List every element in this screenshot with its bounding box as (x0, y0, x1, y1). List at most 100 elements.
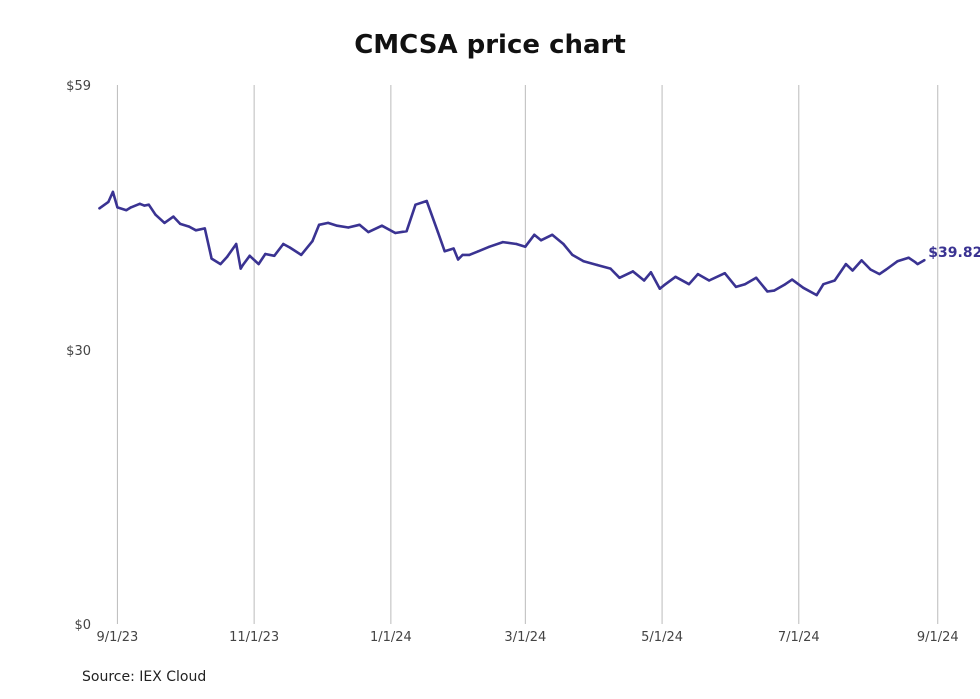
price-point (658, 287, 662, 290)
price-point (642, 279, 646, 282)
price-point (154, 213, 157, 216)
price-point (551, 233, 554, 237)
price-point (203, 227, 207, 230)
chart-title: CMCSA price chart (354, 30, 626, 60)
price-point (907, 256, 910, 259)
y-tick-label: $30 (66, 344, 91, 359)
price-point (178, 222, 182, 226)
y-tick-label: $0 (74, 618, 91, 633)
price-point (187, 225, 191, 228)
price-point (878, 272, 881, 276)
price-point (515, 242, 518, 246)
price-point (414, 203, 417, 206)
price-point (618, 276, 621, 279)
price-point (143, 204, 146, 207)
last-value-label: $39.82 (928, 245, 980, 261)
series-layer: $39.82 (98, 190, 980, 297)
price-point (282, 242, 285, 246)
price-point (755, 276, 758, 279)
price-point (833, 279, 836, 282)
price-point (194, 229, 198, 232)
x-tick-label: 9/1/24 (917, 630, 959, 645)
price-point (916, 262, 919, 266)
x-tick-label: 7/1/24 (778, 630, 820, 645)
x-tick-label: 11/1/23 (229, 630, 279, 645)
price-point (461, 253, 464, 257)
price-point (163, 221, 166, 225)
price-point (631, 270, 635, 273)
y-tick-label: $59 (66, 79, 91, 94)
price-point (914, 261, 917, 264)
price-point (743, 282, 747, 286)
price-point (257, 262, 260, 266)
price-point (707, 279, 711, 282)
price-point (456, 258, 460, 261)
price-point (300, 253, 303, 257)
price-point (311, 240, 314, 243)
price-point (571, 253, 574, 257)
price-point (802, 286, 805, 290)
price-point (326, 221, 330, 225)
price-point (687, 282, 691, 286)
price-point (923, 259, 926, 262)
price-point (734, 285, 738, 289)
price-point (533, 233, 536, 237)
price-point (562, 242, 565, 246)
price-point (501, 240, 505, 244)
price-point (772, 289, 776, 292)
price-point (822, 282, 825, 286)
price-point (239, 267, 242, 270)
price-point (405, 229, 408, 233)
price-point (436, 230, 440, 234)
price-point (210, 257, 213, 260)
price-point (582, 260, 585, 263)
y-axis: $0 $30 $59 (66, 79, 91, 633)
price-point (273, 254, 276, 258)
price-point (335, 224, 339, 227)
price-point (138, 202, 142, 205)
price-point (288, 246, 292, 249)
price-point (347, 226, 350, 229)
price-point (394, 231, 397, 235)
price-line (98, 190, 926, 297)
price-point (539, 239, 543, 242)
price-point (766, 290, 769, 293)
price-point (147, 203, 150, 206)
x-tick-label: 9/1/23 (96, 630, 138, 645)
price-point (235, 242, 238, 246)
price-point (468, 253, 471, 257)
price-point (896, 260, 899, 263)
price-point (869, 268, 872, 271)
price-point (226, 255, 229, 258)
price-point (425, 199, 428, 203)
price-point (524, 245, 527, 248)
gridlines (116, 85, 939, 624)
price-point (649, 271, 653, 274)
x-tick-label: 1/1/24 (370, 630, 412, 645)
price-point (358, 223, 361, 226)
price-point (488, 245, 491, 248)
price-point (477, 250, 480, 253)
price-point (125, 208, 128, 212)
price-point (116, 206, 119, 209)
price-point (380, 224, 384, 227)
price-point (609, 267, 612, 270)
price-point (860, 259, 863, 262)
price-point (723, 271, 727, 275)
price-point (172, 215, 175, 218)
price-point (452, 247, 455, 250)
price-point (98, 207, 101, 210)
price-point (107, 200, 110, 204)
price-point (241, 263, 245, 267)
price-point (129, 206, 133, 209)
price-point (815, 293, 818, 297)
x-tick-label: 3/1/24 (504, 630, 546, 645)
price-point (248, 254, 251, 258)
price-point (885, 268, 888, 271)
price-point (443, 250, 446, 253)
price-point (790, 278, 794, 281)
price-point (784, 282, 787, 286)
x-tick-label: 5/1/24 (641, 630, 683, 645)
price-point (317, 223, 321, 226)
